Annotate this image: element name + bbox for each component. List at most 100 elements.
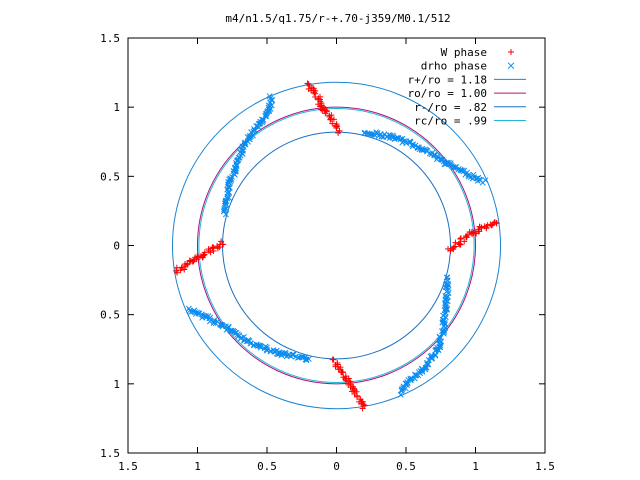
w-phase-point (174, 269, 181, 276)
drho-phase-point (482, 177, 489, 184)
w-phase-point (338, 369, 345, 376)
w-phase-point (457, 235, 464, 242)
drho-phase-point (428, 355, 435, 362)
w-phase-point (456, 240, 463, 247)
drho-phase-point (397, 136, 404, 143)
drho-phase-point (283, 353, 290, 360)
w-phase-point (209, 245, 216, 252)
x-tick-label: 1.5 (535, 460, 555, 473)
w-phase-point (182, 262, 189, 269)
drho-phase-point (439, 319, 446, 326)
w-phase-point (210, 244, 217, 251)
drho-phase-point (298, 353, 305, 360)
y-tick-label: 0 (113, 240, 120, 253)
drho-phase-point (232, 165, 239, 172)
w-phase-point (207, 249, 214, 256)
w-phase-point (457, 235, 464, 242)
w-phase-point (218, 238, 225, 245)
drho-phase-point (371, 131, 378, 138)
w-phase-point (214, 245, 221, 252)
drho-phase-point (444, 284, 451, 291)
x-tick-label: 1 (194, 460, 201, 473)
legend-label: drho phase (421, 60, 487, 73)
phase-points (172, 80, 500, 412)
w-phase-point (323, 107, 330, 114)
w-phase-point (322, 110, 329, 117)
x-tick-label: 0.5 (257, 460, 277, 473)
w-phase-point (329, 120, 336, 127)
w-phase-point (205, 246, 212, 253)
w-phase-point (475, 228, 482, 235)
drho-phase-point (233, 329, 240, 336)
w-phase-point (330, 116, 337, 123)
drho-phase-point (397, 391, 404, 398)
chart-title: m4/n1.5/q1.75/r-+.70-j359/M0.1/512 (225, 12, 450, 25)
drho-phase-point (190, 308, 197, 315)
drho-phase-point (444, 306, 450, 313)
drho-phase-point (224, 195, 231, 202)
drho-phase-point (251, 127, 258, 134)
y-tick-label: 0.5 (100, 170, 120, 183)
drho-phase-point (185, 305, 192, 312)
w-phase-point (181, 266, 188, 273)
axes (127, 37, 546, 454)
drho-phase-point (424, 148, 430, 155)
drho-phase-point (211, 319, 218, 326)
drho-phase-point (229, 173, 235, 180)
w-phase-point (361, 402, 368, 409)
circle-ro-ro (197, 106, 476, 385)
legend-label: rc/ro = .99 (414, 115, 487, 128)
drho-phase-point (237, 335, 244, 342)
legend-label: r+/ro = 1.18 (408, 73, 487, 86)
w-phase-point (173, 264, 180, 271)
w-phase-point (333, 125, 340, 132)
legend-label: ro/ro = 1.00 (408, 87, 487, 100)
w-phase-point (461, 238, 468, 245)
x-tick-label: 0 (333, 460, 340, 473)
w-phase-point (360, 401, 367, 408)
w-phase-point (343, 377, 350, 384)
w-phase-point (330, 356, 337, 363)
x-tick-label: 0.5 (396, 460, 416, 473)
y-tick-label: 1.5 (100, 32, 120, 45)
drho-phase-point (442, 284, 449, 290)
x-tick-label: 1.5 (118, 460, 138, 473)
legend-label: r-/ro = .82 (414, 101, 487, 114)
drho-phase-point (465, 173, 472, 180)
drho-phase-point (266, 93, 273, 100)
w-phase-point (311, 89, 318, 96)
drho-phase-point (235, 156, 242, 163)
y-tick-label: 1.5 (100, 447, 120, 460)
tick-labels: 1.5 1 0.5 0 0.5 1 1.51.510.500.511.5 (100, 32, 555, 473)
w-phase-point (483, 223, 490, 230)
drho-phase-point (260, 116, 267, 123)
y-tick-label: 1 (113, 378, 120, 391)
w-phase-point (493, 220, 500, 227)
w-phase-point (452, 239, 459, 246)
drho-phase-point (223, 205, 230, 212)
drho-phase-point (393, 135, 400, 142)
w-phase-point (447, 247, 454, 254)
drho-phase-point (235, 333, 241, 340)
drho-phase-point (222, 211, 229, 218)
drho-phase-point (443, 288, 450, 295)
y-tick-label: 0.5 (100, 309, 120, 322)
legend-marker (507, 62, 515, 70)
w-phase-point (335, 129, 342, 136)
w-phase-point (457, 241, 464, 248)
drho-phase-point (425, 361, 431, 367)
w-phase-point (450, 244, 457, 251)
drho-phase-point (268, 102, 275, 109)
drho-phase-point (257, 343, 264, 350)
legend-label: W phase (441, 46, 487, 59)
drho-phase-point (441, 161, 448, 168)
w-phase-point (327, 115, 334, 122)
y-tick-label: 1 (113, 101, 120, 114)
drho-phase-point (211, 317, 218, 324)
w-phase-point (354, 392, 361, 399)
w-phase-point (359, 398, 366, 405)
w-phase-point (191, 256, 198, 263)
circle-r-ro (222, 131, 451, 360)
